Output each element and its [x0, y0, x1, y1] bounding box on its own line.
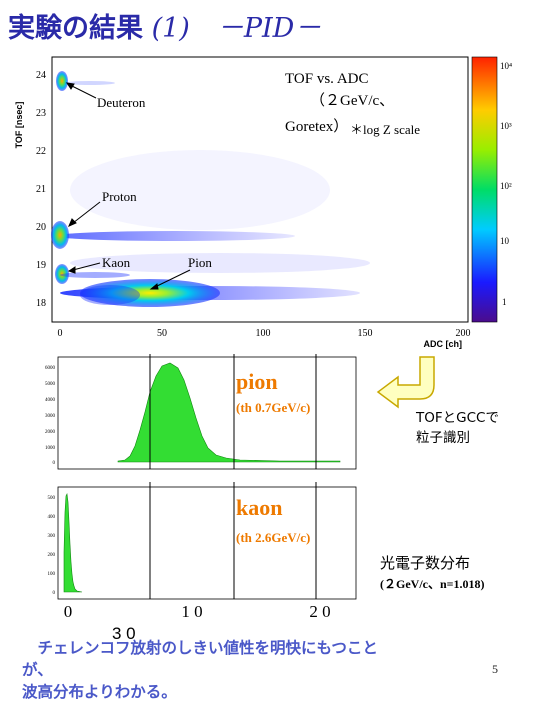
- x-tick-label: 1 0: [181, 602, 202, 621]
- photoelectron-title: 光電子数分布: [380, 554, 471, 572]
- x-tick-label: 3 0: [112, 624, 136, 643]
- photoelectron-subtitle: (２GeV/c、n=1.018): [380, 577, 485, 591]
- curved-arrow-icon: [376, 356, 435, 409]
- title-sub: －PID－: [189, 13, 322, 44]
- label-arrows: [65, 82, 191, 290]
- x-tick-label: 150: [358, 328, 373, 339]
- kaon-histogram: 500 400 300 200 100 0 kaon (th 2.6GeV/c)…: [48, 482, 357, 621]
- annotation-line: TOF vs. ADC: [285, 71, 369, 87]
- particle-labels: Deuteron Proton Kaon Pion: [97, 95, 212, 270]
- color-scale-ticks: 10⁴ 10³ 10² 10 1: [500, 61, 512, 307]
- color-scale-bar: [471, 56, 498, 323]
- color-scale-tick: 10: [500, 236, 510, 246]
- y-tick-label: 400: [48, 515, 56, 520]
- y-tick-label: 0: [53, 591, 56, 596]
- y-tick-label: 500: [48, 496, 56, 501]
- scatter-frame: [51, 56, 469, 323]
- y-tick-label: 2000: [45, 430, 56, 435]
- color-scale-tick: 1: [502, 297, 507, 307]
- kaon-label: Kaon: [102, 255, 131, 270]
- y-tick-label: 4000: [45, 398, 56, 403]
- y-tick-label: 5000: [45, 382, 56, 387]
- annotation-line: ＊log Z scale: [350, 122, 420, 137]
- kaon-y-ticks: 500 400 300 200 100 0: [48, 496, 56, 596]
- y-tick-label: 21: [36, 184, 46, 195]
- kaon-threshold: (th 2.6GeV/c): [236, 530, 310, 545]
- y-tick-label: 300: [48, 534, 56, 539]
- y-tick-label: 22: [36, 146, 46, 157]
- conclusion-line: チェレンコフ放射のしきい値性を明快にもつこと: [22, 639, 378, 657]
- shared-x-axis: 0 1 0 2 0: [64, 602, 331, 621]
- x-tick-label: 0: [64, 602, 73, 621]
- x-tick-label: 50: [157, 328, 167, 339]
- plot-annotation: TOF vs. ADC （２GeV/c、 Goretex） ＊log Z sca…: [285, 71, 420, 137]
- pion-label: Pion: [188, 255, 212, 270]
- conclusion-text: チェレンコフ放射のしきい値性を明快にもつこと が、 波高分布よりわかる。: [22, 637, 492, 703]
- color-scale-tick: 10³: [500, 121, 512, 131]
- y-tick-label: 200: [48, 553, 56, 558]
- y-tick-label: 3000: [45, 414, 56, 419]
- pion-y-ticks: 6000 5000 4000 3000 2000 1000 0: [45, 366, 56, 466]
- page-number: 5: [492, 662, 498, 676]
- y-tick-label: 20: [36, 222, 46, 233]
- annotation-line: Goretex）: [285, 118, 348, 135]
- photoelectron-note: 光電子数分布 (２GeV/c、n=1.018): [380, 552, 485, 592]
- deuteron-label: Deuteron: [97, 95, 146, 110]
- tof-vs-adc-scatter-plot: 24 23 22 21 20 19 18 TOF [nsec] 0 50 100…: [14, 56, 512, 349]
- color-scale-tick: 10⁴: [500, 61, 512, 71]
- y-tick-label: 0: [53, 461, 56, 466]
- y-tick-label: 1000: [45, 446, 56, 451]
- pion-histogram: 6000 5000 4000 3000 2000 1000 0 pion (th…: [45, 354, 357, 470]
- title-number: (1): [143, 13, 190, 44]
- title-main: 実験の結果: [8, 13, 143, 44]
- pion-label: pion: [236, 369, 278, 394]
- pion-hist-bars: [117, 362, 341, 463]
- y-tick-label: 24: [36, 70, 46, 81]
- kaon-hist-bars: [63, 492, 83, 593]
- scatter-data-cloud: [51, 71, 370, 307]
- y-tick-label: 18: [36, 298, 46, 309]
- y-tick-label: 19: [36, 260, 46, 271]
- arrow-note: TOFとGCCで 粒子識別: [416, 408, 499, 448]
- x-tick-label: 0: [58, 328, 63, 339]
- color-scale-tick: 10²: [500, 181, 512, 191]
- annotation-line: （２GeV/c、: [310, 92, 394, 109]
- y-tick-label: 100: [48, 572, 56, 577]
- proton-label: Proton: [102, 189, 137, 204]
- y-axis-title: TOF [nsec]: [14, 102, 24, 149]
- kaon-label: kaon: [236, 495, 282, 520]
- scatter-y-axis: 24 23 22 21 20 19 18: [36, 70, 46, 309]
- x-tick-label: 200: [456, 328, 471, 339]
- conclusion-line: が、: [22, 661, 53, 679]
- slide-title: 実験の結果 (1) －PID－: [8, 6, 321, 45]
- scatter-x-axis: 0 50 100 150 200: [58, 328, 471, 339]
- arrow-note-line: TOFとGCCで: [416, 410, 499, 426]
- pion-threshold: (th 0.7GeV/c): [236, 400, 310, 415]
- x-tick-label: 2 0: [309, 602, 330, 621]
- x-axis-title: ADC [ch]: [424, 339, 463, 349]
- x-tick-label: 100: [256, 328, 271, 339]
- y-tick-label: 23: [36, 108, 46, 119]
- y-tick-label: 6000: [45, 366, 56, 371]
- arrow-note-line: 粒子識別: [416, 430, 470, 446]
- kaon-hist-frame: [57, 486, 357, 600]
- conclusion-line: 波高分布よりわかる。: [22, 683, 177, 701]
